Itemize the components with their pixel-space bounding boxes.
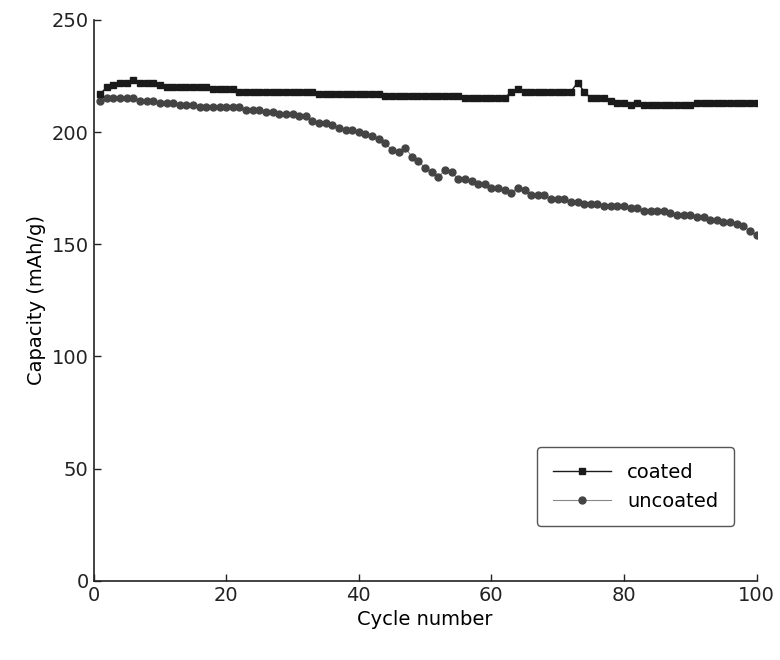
uncoated (440, 166, 449, 174)
coated (752, 99, 761, 107)
uncoated (254, 106, 264, 114)
coated (732, 99, 741, 107)
coated (228, 85, 237, 93)
uncoated (493, 184, 502, 192)
uncoated (95, 96, 105, 104)
uncoated (102, 94, 112, 102)
coated (129, 77, 138, 84)
coated (626, 101, 635, 109)
Line: uncoated: uncoated (97, 95, 760, 239)
coated (440, 92, 449, 100)
coated (493, 94, 502, 102)
X-axis label: Cycle number: Cycle number (357, 610, 493, 629)
uncoated (228, 104, 237, 112)
coated (712, 99, 722, 107)
uncoated (706, 216, 715, 224)
uncoated (752, 231, 761, 239)
Line: coated: coated (98, 78, 760, 108)
coated (254, 88, 264, 96)
coated (95, 90, 105, 98)
Legend: coated, uncoated: coated, uncoated (537, 447, 734, 526)
uncoated (725, 218, 735, 226)
Y-axis label: Capacity (mAh/g): Capacity (mAh/g) (27, 215, 46, 385)
